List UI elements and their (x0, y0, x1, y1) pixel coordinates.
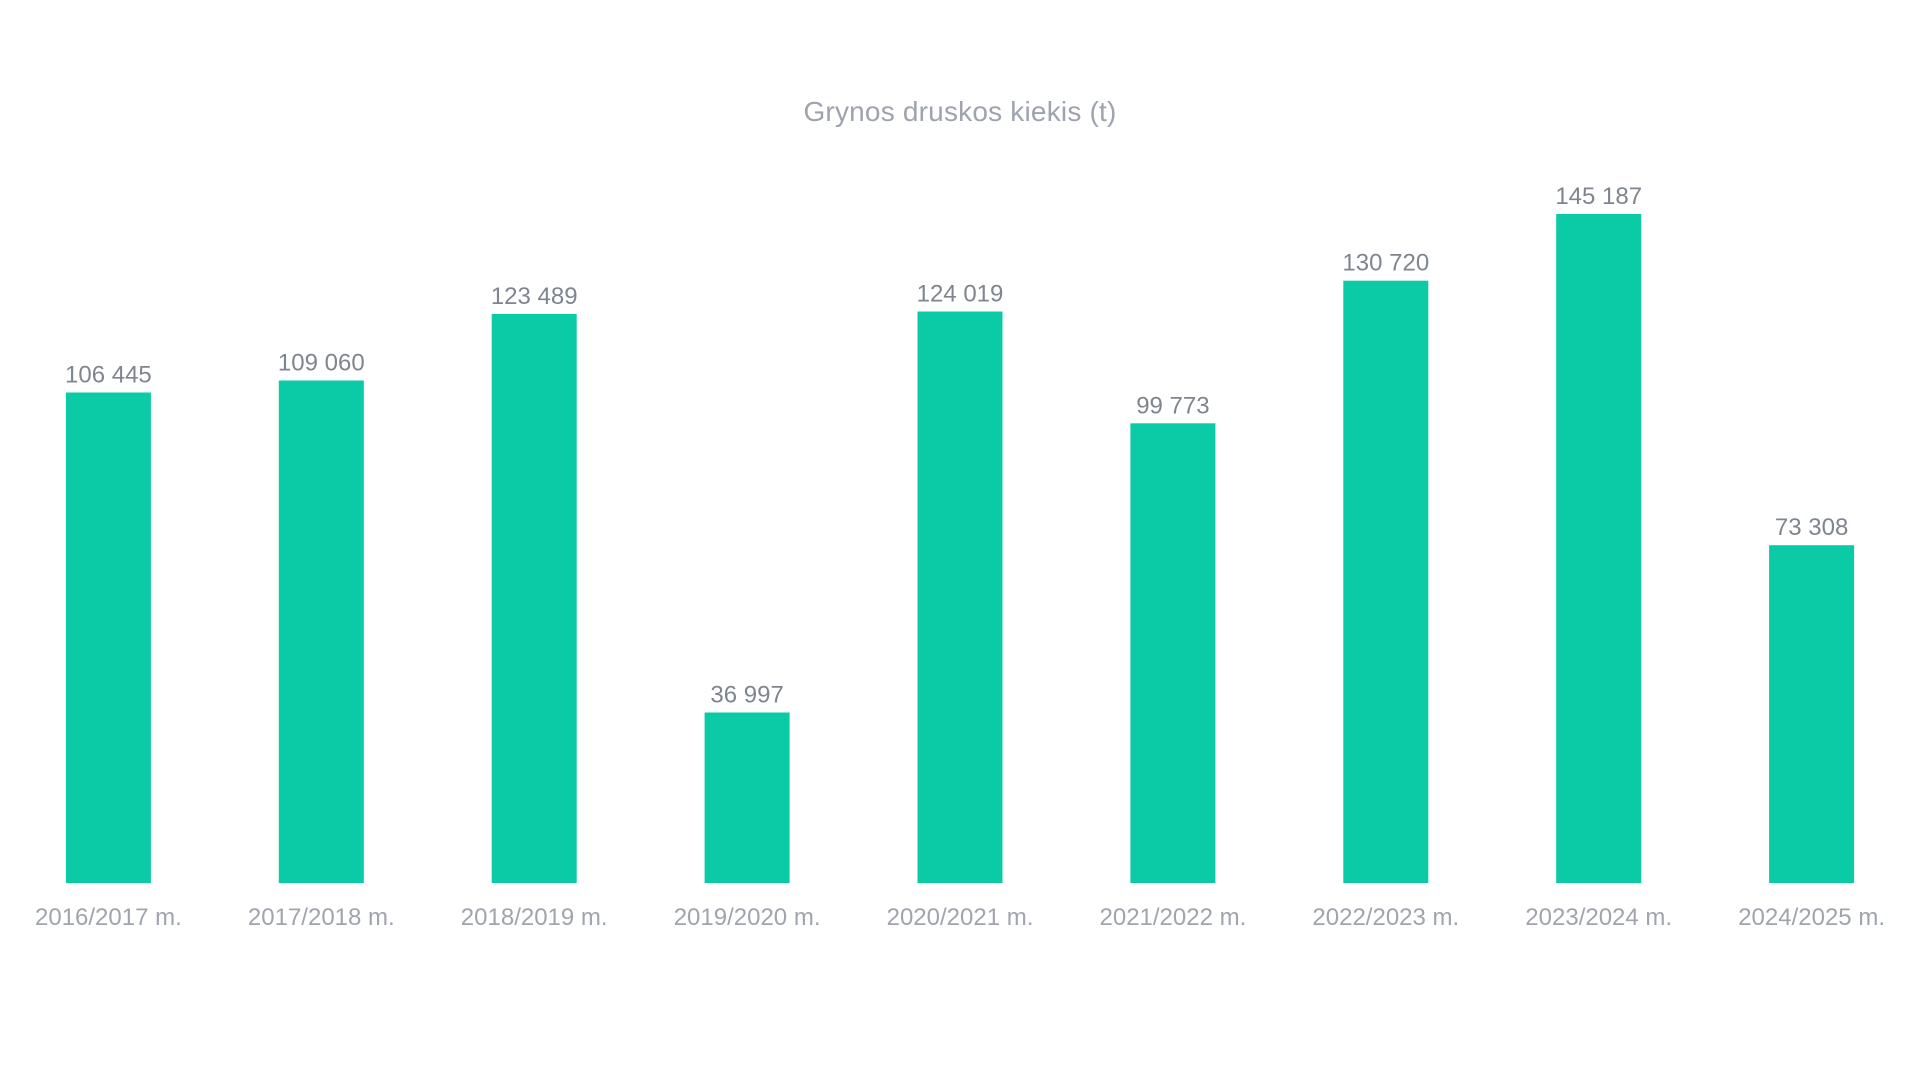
x-tick-label: 2019/2020 m. (674, 904, 821, 931)
bar (65, 392, 151, 883)
x-tick-label: 2017/2018 m. (248, 904, 395, 931)
data-label: 106 445 (65, 362, 152, 389)
data-label: 145 187 (1555, 183, 1642, 210)
bar (1130, 423, 1216, 883)
data-label: 109 060 (278, 350, 365, 377)
x-tick-label: 2023/2024 m. (1525, 904, 1672, 931)
data-label: 123 489 (491, 283, 578, 310)
x-tick-label: 2016/2017 m. (35, 904, 182, 931)
data-label: 124 019 (917, 281, 1004, 308)
x-tick-label: 2021/2022 m. (1100, 904, 1247, 931)
x-tick-label: 2018/2019 m. (461, 904, 608, 931)
bar (1343, 280, 1429, 883)
bar (917, 311, 1003, 883)
bar (1769, 545, 1855, 883)
bar (278, 380, 364, 883)
data-label: 99 773 (1136, 392, 1209, 419)
bar (1556, 214, 1642, 883)
x-tick-label: 2024/2025 m. (1738, 904, 1885, 931)
x-tick-label: 2020/2021 m. (887, 904, 1034, 931)
data-label: 130 720 (1342, 250, 1429, 277)
data-label: 36 997 (710, 682, 783, 709)
x-tick-label: 2022/2023 m. (1312, 904, 1459, 931)
data-label: 73 308 (1775, 514, 1848, 541)
bar (704, 712, 790, 883)
chart-title: Grynos druskos kiekis (t) (803, 96, 1117, 127)
bar (491, 314, 577, 883)
